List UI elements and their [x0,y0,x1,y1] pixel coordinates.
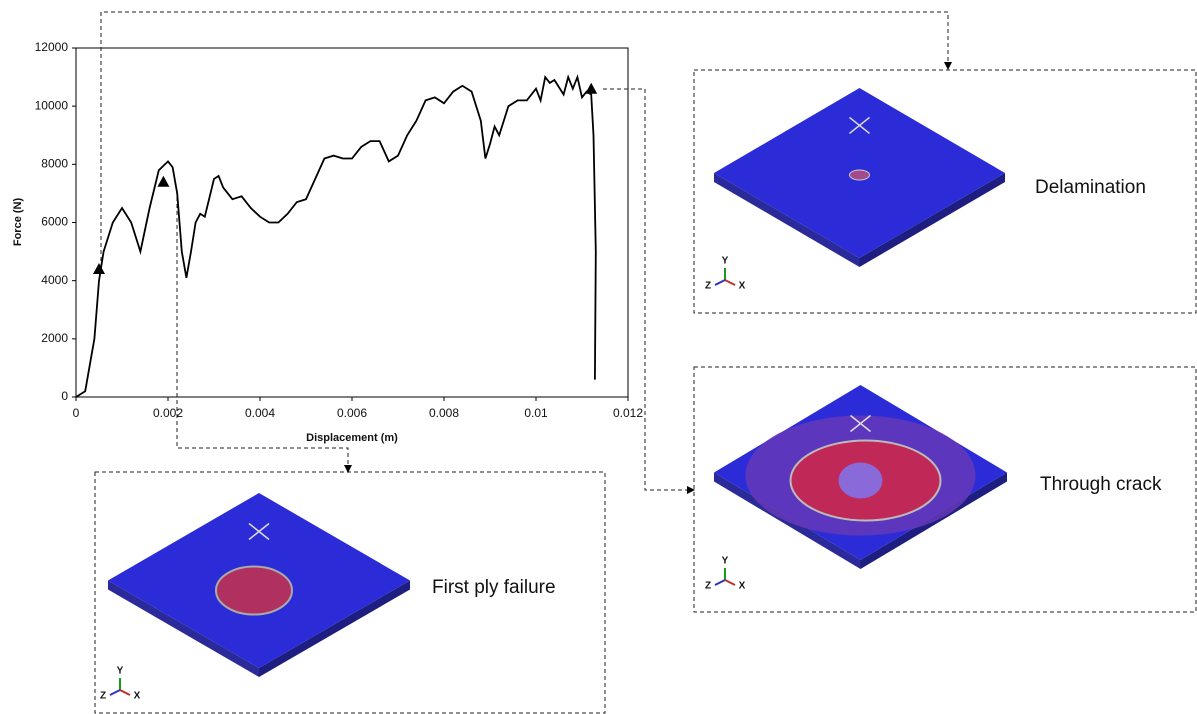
triad-label: Y [722,256,729,267]
damage [850,170,870,180]
triad-label: X [739,581,746,592]
event-marker [157,176,169,187]
x-tick-label: 0.004 [245,406,275,420]
y-tick-label: 4000 [41,273,68,287]
x-axis-label: Displacement (m) [306,432,398,444]
triad-label: X [739,281,746,292]
x-tick-label: 0.01 [524,406,548,420]
connector [177,190,348,466]
damage [216,567,292,615]
y-tick-label: 8000 [41,157,68,171]
triad-label: X [134,691,141,702]
triad [120,690,130,695]
arrowhead [944,62,952,70]
x-tick-label: 0.008 [429,406,459,420]
y-tick-label: 2000 [41,331,68,345]
triad-label: Y [117,666,124,677]
panel-label: Delamination [1035,177,1146,198]
triad [725,580,735,585]
y-tick-label: 12000 [35,40,69,54]
y-axis-label: Force (N) [12,198,24,247]
triad [715,280,725,285]
event-marker [585,83,597,94]
triad [110,690,120,695]
x-tick-label: 0.006 [337,406,367,420]
plot-frame [76,48,628,397]
figure: Displacement (m) Force (N) Delamination Y… [0,0,1197,714]
panel-label: First ply failure [432,577,556,598]
triad [715,580,725,585]
x-tick-label: 0 [73,406,80,420]
x-tick-label: 0.002 [153,406,183,420]
triad-label: Z [705,281,711,292]
triad-label: Z [705,581,711,592]
triad-label: Y [722,556,729,567]
connector [603,89,688,490]
event-marker [93,263,105,274]
triad-label: Z [100,691,106,702]
panel-label: Through crack [1040,474,1162,495]
damage [839,463,883,499]
y-tick-label: 10000 [35,98,69,112]
y-tick-label: 6000 [41,215,68,229]
y-tick-label: 0 [61,389,68,403]
x-tick-label: 0.012 [613,406,643,420]
line [76,77,596,397]
triad [725,280,735,285]
